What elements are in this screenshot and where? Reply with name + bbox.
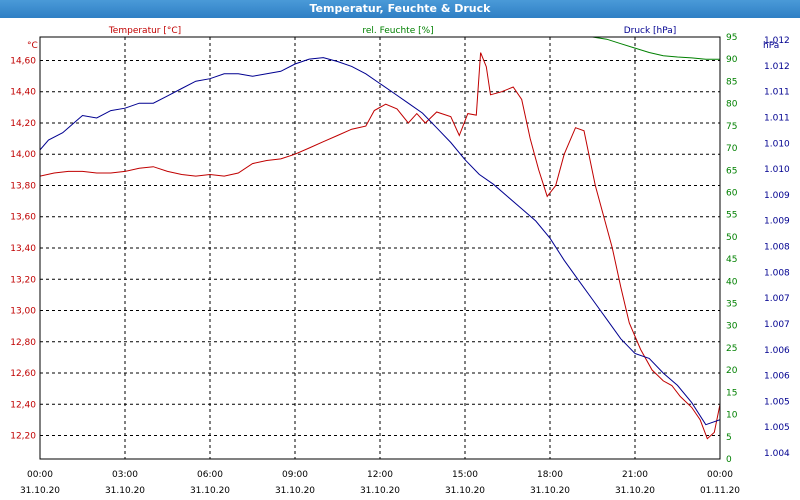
y-left-tick: 12,40 xyxy=(10,400,36,410)
y-mid-tick: 60 xyxy=(726,188,738,198)
x-tick-time: 21:00 xyxy=(622,470,648,480)
y-mid-tick: 50 xyxy=(726,233,738,243)
y-mid-tick: 95 xyxy=(726,33,737,43)
y-left-tick: 13,20 xyxy=(10,275,36,285)
x-tick-date: 31.10.20 xyxy=(615,486,655,496)
x-tick-time: 15:00 xyxy=(452,470,478,480)
y-mid-tick: 70 xyxy=(726,144,738,154)
y-mid-tick: 10 xyxy=(726,411,738,421)
y-right-tick: 1.008 xyxy=(764,243,790,253)
plot-frame xyxy=(39,36,721,460)
y-left-tick: 12,60 xyxy=(10,369,36,379)
y-mid-tick: 80 xyxy=(726,100,738,110)
x-tick-date: 31.10.20 xyxy=(105,486,145,496)
y-left-tick: 13,00 xyxy=(10,307,36,317)
y-left-tick: 14,60 xyxy=(10,56,36,66)
y-left-tick: 14,00 xyxy=(10,150,36,160)
y-right-tick: 1.006 xyxy=(764,372,790,382)
x-tick-time: 00:00 xyxy=(707,470,733,480)
y-mid-tick: 65 xyxy=(726,166,737,176)
x-tick-time: 09:00 xyxy=(282,470,308,480)
series-line-left xyxy=(40,52,720,440)
legend-druck: Druck [hPa] xyxy=(624,26,677,36)
y-right-tick: 1.006 xyxy=(764,346,790,356)
x-tick-date: 31.10.20 xyxy=(360,486,400,496)
x-tick-time: 03:00 xyxy=(112,470,138,480)
x-tick-date: 01.11.20 xyxy=(700,486,740,496)
y-mid-tick: 45 xyxy=(726,255,737,265)
x-tick-time: 00:00 xyxy=(27,470,53,480)
y-mid-tick: 75 xyxy=(726,122,737,132)
y-right-tick: 1.005 xyxy=(764,423,790,433)
y-right-tick: 1.011 xyxy=(764,88,790,98)
y-right-tick: 1.004 xyxy=(764,449,790,459)
y-left-tick: 14,40 xyxy=(10,88,36,98)
y-left-unit: °C xyxy=(27,41,38,51)
series-line-mid xyxy=(592,37,720,60)
y-left-tick: 13,80 xyxy=(10,181,36,191)
x-tick-date: 31.10.20 xyxy=(20,486,60,496)
y-right-tick: 1.009 xyxy=(764,217,790,227)
x-tick-time: 12:00 xyxy=(367,470,393,480)
y-right-tick: 1.009 xyxy=(764,191,790,201)
x-tick-time: 06:00 xyxy=(197,470,223,480)
chart-background xyxy=(0,18,800,500)
chart-title: Temperatur, Feuchte & Druck xyxy=(0,0,800,18)
series-lines xyxy=(40,37,720,440)
y-right-tick: 1.012 xyxy=(764,36,790,46)
y-mid-tick: 85 xyxy=(726,77,737,87)
grid-lines xyxy=(40,37,720,459)
y-mid-tick: 90 xyxy=(726,55,738,65)
y-left-tick: 14,20 xyxy=(10,119,36,129)
x-tick-date: 31.10.20 xyxy=(190,486,230,496)
y-right-tick: 1.010 xyxy=(764,165,790,175)
y-right-tick: 1.005 xyxy=(764,397,790,407)
x-tick-date: 31.10.20 xyxy=(530,486,570,496)
x-tick-date: 31.10.20 xyxy=(275,486,315,496)
y-mid-tick: 0 xyxy=(726,455,732,465)
x-tick-date: 31.10.20 xyxy=(445,486,485,496)
y-right-unit: hPa xyxy=(763,41,779,51)
y-left-tick: 12,80 xyxy=(10,338,36,348)
y-right-tick: 1.007 xyxy=(764,320,790,330)
y-right-tick: 1.010 xyxy=(764,139,790,149)
y-mid-tick: 25 xyxy=(726,344,737,354)
y-right-tick: 1.012 xyxy=(764,62,790,72)
axis-labels: 00:00 31.10.20 03:00 31.10.20 06:00 31.10.20 0… xyxy=(10,26,790,496)
x-tick-time: 18:00 xyxy=(537,470,563,480)
y-right-tick: 1.008 xyxy=(764,268,790,278)
y-mid-tick: 15 xyxy=(726,388,737,398)
y-mid-tick: 55 xyxy=(726,211,737,221)
y-mid-tick: 40 xyxy=(726,277,738,287)
y-mid-tick: 35 xyxy=(726,300,737,310)
y-right-tick: 1.011 xyxy=(764,113,790,123)
legend-temperatur: Temperatur [°C] xyxy=(108,26,181,36)
y-mid-tick: 5 xyxy=(726,433,732,443)
y-mid-tick: 20 xyxy=(726,366,738,376)
series-line-right xyxy=(40,57,720,426)
y-left-tick: 13,40 xyxy=(10,244,36,254)
y-mid-tick: 30 xyxy=(726,322,738,332)
legend-feuchte: rel. Feuchte [%] xyxy=(362,26,433,36)
y-left-tick: 12,20 xyxy=(10,432,36,442)
y-left-tick: 13,60 xyxy=(10,213,36,223)
y-right-tick: 1.007 xyxy=(764,294,790,304)
